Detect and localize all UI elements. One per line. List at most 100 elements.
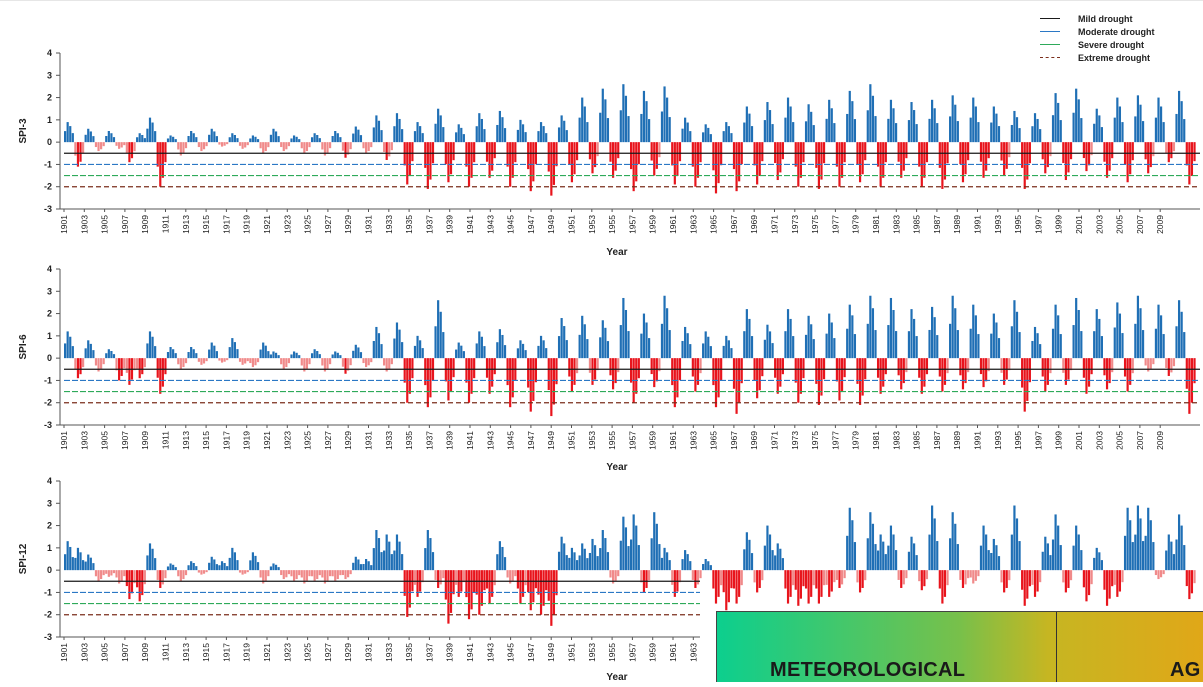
spi-bar	[184, 142, 188, 149]
x-tick-label: 1969	[749, 431, 759, 450]
spi-bar	[969, 328, 972, 359]
spi-bar	[835, 142, 839, 167]
spi-bar	[696, 142, 700, 178]
spi-bar	[761, 358, 764, 377]
spi-bar	[282, 358, 285, 370]
spi-bar	[714, 358, 718, 408]
spi-bar	[136, 358, 139, 370]
spi-bar	[218, 565, 221, 571]
spi-bar	[599, 548, 602, 571]
spi-bar	[964, 142, 967, 175]
spi-bar	[990, 552, 993, 571]
spi-bar	[771, 343, 774, 359]
x-tick-label: 2009	[1155, 431, 1165, 450]
spi-bar	[213, 345, 216, 359]
x-tick-label: 1901	[59, 431, 69, 450]
spi-bar	[660, 323, 664, 359]
spi-bar	[143, 358, 146, 368]
spi-bar	[712, 142, 715, 171]
spi-bar	[529, 358, 532, 412]
spi-bar	[894, 550, 898, 571]
spi-bar	[336, 352, 339, 359]
spi-bar	[110, 133, 113, 143]
spi-bar	[624, 527, 628, 571]
spi-bar	[190, 347, 193, 359]
x-tick-label: 1935	[404, 431, 414, 450]
spi-bar	[498, 110, 501, 143]
spi-bar	[241, 570, 244, 575]
spi-bar	[375, 530, 378, 571]
spi-bar	[87, 340, 90, 359]
spi-bar	[1031, 570, 1034, 585]
x-tick-label: 1955	[607, 215, 617, 234]
spi-bar	[1077, 99, 1080, 143]
spi-bar	[475, 570, 478, 595]
x-tick-label: 1949	[546, 215, 556, 234]
chart-panel-spi-6: -3 -2 -1 0 1 2 3 4 SPI-6 1901 1903 1905 1907 1909 1911…	[18, 264, 1200, 473]
spi-bar	[843, 142, 846, 163]
spi-bar	[241, 142, 244, 149]
spi-bar	[547, 570, 550, 601]
spi-bar	[840, 570, 844, 585]
x-tick-label: 1939	[445, 215, 455, 234]
spi-bar	[66, 122, 69, 143]
spi-bar	[555, 358, 558, 385]
spi-bar	[362, 358, 365, 364]
spi-bar	[125, 358, 128, 373]
x-tick-label: 1981	[871, 431, 881, 450]
spi-bar	[684, 117, 687, 143]
spi-bar	[128, 142, 131, 163]
spi-bar	[84, 134, 87, 143]
spi-bar	[94, 142, 98, 148]
spi-bar	[784, 570, 787, 589]
spi-bar	[87, 554, 90, 571]
x-axis-label: Year	[606, 462, 627, 473]
spi-bar	[352, 562, 355, 571]
spi-bar	[151, 336, 154, 359]
spi-bar	[94, 570, 98, 577]
spi-bar	[1013, 110, 1016, 143]
spi-bar	[671, 358, 674, 386]
spi-bar	[431, 552, 435, 571]
x-tick-label: 1929	[343, 215, 353, 234]
spi-bar	[1026, 570, 1029, 599]
spi-bar	[982, 358, 985, 388]
spi-bar	[810, 324, 813, 359]
spi-bar	[941, 570, 944, 604]
spi-bar	[640, 113, 643, 143]
spi-bar	[156, 358, 159, 378]
spi-bar	[820, 570, 823, 597]
spi-bar	[94, 358, 98, 366]
spi-bar	[298, 355, 301, 359]
spi-bar	[516, 348, 519, 359]
spi-bar	[246, 142, 249, 146]
banner-label-next: AG	[1170, 659, 1201, 681]
spi-bar	[1077, 534, 1080, 571]
legend-item-severe: Severe drought	[1040, 38, 1203, 51]
spi-bar	[789, 570, 792, 597]
spi-bar	[825, 118, 828, 143]
spi-bar	[1111, 570, 1114, 587]
spi-bar	[1108, 358, 1111, 384]
spi-bar	[949, 116, 952, 143]
spi-bar	[1018, 332, 1021, 359]
spi-bar	[1062, 570, 1065, 583]
spi-bar	[838, 570, 841, 588]
spi-bar	[974, 315, 977, 359]
spi-bar	[1059, 545, 1062, 571]
spi-bar	[931, 99, 934, 143]
spi-bar	[1072, 545, 1075, 571]
spi-bar	[797, 358, 800, 403]
spi-bar	[1018, 541, 1021, 571]
spi-bar	[1044, 358, 1047, 392]
spi-bar	[511, 142, 514, 178]
x-tick-label: 1939	[445, 431, 455, 450]
spi-bar	[1095, 547, 1098, 571]
spi-bar	[218, 358, 221, 361]
spi-bar	[493, 570, 496, 586]
spi-bar	[1082, 358, 1085, 378]
spi-bar	[941, 358, 944, 392]
x-tick-label: 1969	[749, 215, 759, 234]
spi-bar	[419, 126, 422, 143]
spi-bar	[1113, 117, 1116, 143]
